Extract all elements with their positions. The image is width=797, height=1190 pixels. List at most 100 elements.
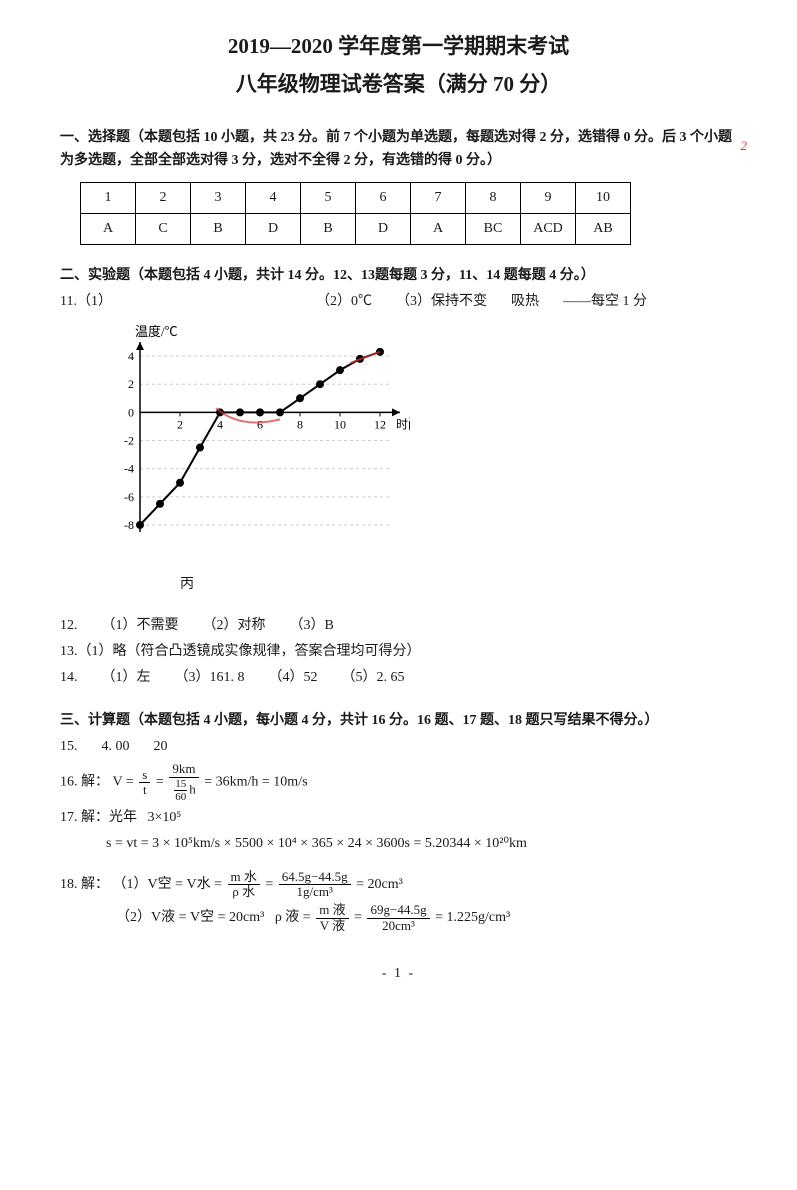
section3-title: 三、计算题（本题包括 4 小题，每小题 4 分，共计 16 分。16 题、17 … bbox=[60, 710, 737, 732]
svg-text:2: 2 bbox=[128, 377, 134, 391]
q18-p1-frac1: m 水 ρ 水 bbox=[226, 870, 262, 900]
svg-text:4: 4 bbox=[128, 349, 134, 363]
table-answer-cell: A bbox=[81, 213, 136, 244]
q15-line: 15. 4. 00 20 bbox=[60, 736, 737, 758]
frac-den: t bbox=[139, 783, 150, 797]
q13-line: 13.（1）略（符合凸透镜成实像规律，答案合理均可得分） bbox=[60, 641, 737, 663]
q14-p3: （3）161. 8 bbox=[175, 667, 245, 689]
title-line1: 2019—2020 学年度第一学期期末考试 bbox=[60, 30, 737, 64]
frac-num: s bbox=[139, 768, 150, 783]
chart-caption: 丙 bbox=[180, 574, 737, 596]
q17-constant: 3×10⁵ bbox=[148, 810, 182, 825]
svg-text:10: 10 bbox=[334, 417, 346, 431]
q11-p2: （2）0℃ bbox=[316, 291, 372, 313]
q18-p1-result: = 20cm³ bbox=[356, 877, 403, 892]
q16-prefix: 16. 解： bbox=[60, 775, 109, 790]
q12-prefix: 12. bbox=[60, 615, 78, 637]
q12-p2: （2）对称 bbox=[203, 615, 266, 637]
q14-p4: （4）52 bbox=[269, 667, 318, 689]
q12-line: 12. （1）不需要 （2）对称 （3）B bbox=[60, 615, 737, 637]
svg-text:温度/℃: 温度/℃ bbox=[135, 324, 178, 339]
table-header-cell: 7 bbox=[411, 182, 466, 213]
frac-num: m 水 bbox=[228, 870, 260, 885]
table-answer-cell: BC bbox=[466, 213, 521, 244]
q11-chart: 温度/℃-8-6-4-224246810120时间/min bbox=[90, 322, 737, 570]
section1-title: 一、选择题（本题包括 10 小题，共 23 分。前 7 个小题为单选题，每题选对… bbox=[60, 127, 737, 172]
title-line2: 八年级物理试卷答案（满分 70 分） bbox=[60, 68, 737, 102]
frac-den: 60 bbox=[174, 791, 187, 803]
q12-p1: （1）不需要 bbox=[102, 615, 179, 637]
unit: h bbox=[189, 781, 196, 796]
page-number: - 1 - bbox=[60, 963, 737, 985]
frac-den: V 液 bbox=[316, 919, 348, 933]
frac-den: ρ 水 bbox=[228, 885, 260, 899]
svg-text:时间/min: 时间/min bbox=[396, 417, 410, 431]
svg-text:-4: -4 bbox=[124, 461, 134, 475]
q15-v1: 4. 00 bbox=[102, 736, 130, 758]
table-header-cell: 9 bbox=[521, 182, 576, 213]
frac-num: m 液 bbox=[316, 903, 348, 918]
svg-text:-2: -2 bbox=[124, 433, 134, 447]
table-answer-cell: AB bbox=[576, 213, 631, 244]
frac-den: 20cm³ bbox=[367, 919, 429, 933]
q14-p1: （1）左 bbox=[102, 667, 151, 689]
svg-text:4: 4 bbox=[217, 417, 223, 431]
frac-den: 15 60 h bbox=[169, 778, 199, 803]
chart-svg: 温度/℃-8-6-4-224246810120时间/min bbox=[90, 322, 410, 562]
q14-prefix: 14. bbox=[60, 667, 78, 689]
q17-line2: s = vt = 3 × 10⁵km/s × 5500 × 10⁴ × 365 … bbox=[106, 833, 737, 855]
q14-p5: （5）2. 65 bbox=[342, 667, 405, 689]
table-answer-cell: D bbox=[356, 213, 411, 244]
svg-text:12: 12 bbox=[374, 417, 386, 431]
table-answer-cell: A bbox=[411, 213, 466, 244]
q16-frac1: s t bbox=[137, 768, 152, 798]
q18-p2-frac1: m 液 V 液 bbox=[314, 903, 350, 933]
table-answer-cell: ACD bbox=[521, 213, 576, 244]
table-header-cell: 6 bbox=[356, 182, 411, 213]
nested-frac: 15 60 bbox=[172, 778, 189, 803]
table-header-cell: 4 bbox=[246, 182, 301, 213]
q18-p2-label: （2）V液 = V空 = 20cm³ bbox=[116, 910, 264, 925]
svg-text:2: 2 bbox=[177, 417, 183, 431]
q18-p2-frac2: 69g−44.5g 20cm³ bbox=[365, 903, 431, 933]
table-answer-cell: C bbox=[136, 213, 191, 244]
q11-note: ——每空 1 分 bbox=[563, 291, 647, 313]
q18-p2: （2）V液 = V空 = 20cm³ ρ 液 = m 液 V 液 = 69g−4… bbox=[116, 903, 737, 933]
q18-p2-result: = 1.225g/cm³ bbox=[435, 910, 510, 925]
section2-title: 二、实验题（本题包括 4 小题，共计 14 分。12、13题每题 3 分，11、… bbox=[60, 265, 737, 287]
svg-text:0: 0 bbox=[128, 405, 134, 419]
q11-p3: （3）保持不变 bbox=[396, 291, 487, 313]
q16-lhs: V = bbox=[113, 775, 134, 790]
frac-num: 69g−44.5g bbox=[367, 903, 429, 918]
q15-prefix: 15. bbox=[60, 736, 78, 758]
table-answer-cell: D bbox=[246, 213, 301, 244]
q17-prefix: 17. 解：光年 bbox=[60, 810, 137, 825]
q11-p3-extra: 吸热 bbox=[511, 291, 539, 313]
frac-num: 64.5g−44.5g bbox=[279, 870, 351, 885]
svg-text:-6: -6 bbox=[124, 490, 134, 504]
q16-result: = 36km/h = 10m/s bbox=[204, 775, 307, 790]
frac-num: 15 bbox=[174, 778, 187, 791]
table-header-cell: 10 bbox=[576, 182, 631, 213]
table-header-cell: 3 bbox=[191, 182, 246, 213]
table-header-cell: 1 bbox=[81, 182, 136, 213]
answer-table: 12345678910 ACBDBDABCACDAB bbox=[80, 182, 631, 245]
q18-prefix: 18. 解： bbox=[60, 877, 109, 892]
table-header-cell: 5 bbox=[301, 182, 356, 213]
table-header-cell: 8 bbox=[466, 182, 521, 213]
svg-text:-8: -8 bbox=[124, 518, 134, 532]
q18-p1-label: （1）V空 = V水 = bbox=[113, 877, 223, 892]
q12-p3: （3）B bbox=[290, 615, 334, 637]
red-annotation: 2 bbox=[741, 136, 748, 157]
q11-prefix: 11.（1） bbox=[60, 291, 112, 313]
table-header-row: 12345678910 bbox=[81, 182, 631, 213]
table-header-cell: 2 bbox=[136, 182, 191, 213]
frac-num: 9km bbox=[169, 762, 199, 777]
q18-p1-frac2: 64.5g−44.5g 1g/cm³ bbox=[277, 870, 353, 900]
page-header: 2019—2020 学年度第一学期期末考试 八年级物理试卷答案（满分 70 分） bbox=[60, 30, 737, 101]
q14-line: 14. （1）左 （3）161. 8 （4）52 （5）2. 65 bbox=[60, 667, 737, 689]
q18-p1: 18. 解： （1）V空 = V水 = m 水 ρ 水 = 64.5g−44.5… bbox=[60, 870, 737, 900]
q18-p2-rho: ρ 液 = bbox=[275, 910, 311, 925]
table-answer-cell: B bbox=[301, 213, 356, 244]
svg-text:8: 8 bbox=[297, 417, 303, 431]
